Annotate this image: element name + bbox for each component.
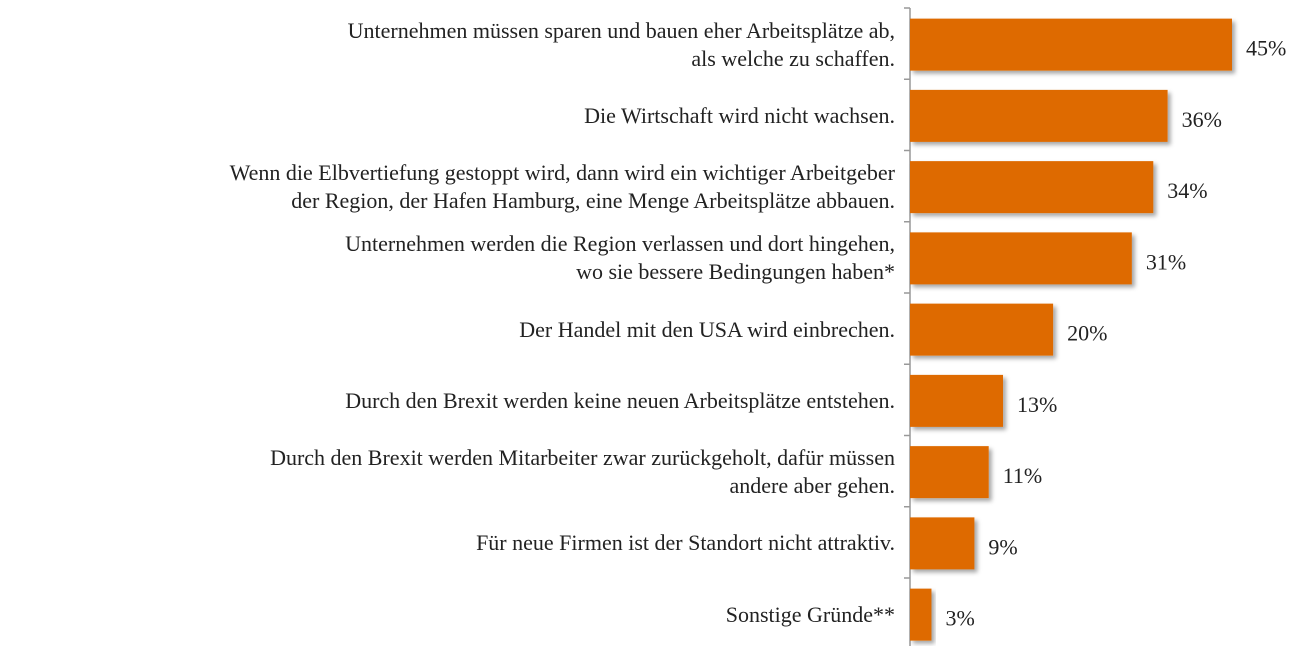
bar	[910, 161, 1154, 214]
value-label: 45%	[1246, 36, 1286, 61]
value-label: 20%	[1067, 321, 1107, 346]
bar	[910, 446, 989, 499]
category-label: Die Wirtschaft wird nicht wachsen.	[584, 102, 895, 128]
bar	[910, 18, 1232, 71]
category-label: Wenn die Elbvertiefung gestoppt wird, da…	[229, 160, 895, 214]
category-label: Unternehmen müssen sparen und bauen eher…	[347, 17, 895, 71]
bar	[910, 588, 932, 641]
category-label: Sonstige Gründe**	[725, 601, 895, 627]
category-label: Unternehmen werden die Region verlassen …	[345, 231, 895, 285]
category-label: Der Handel mit den USA wird einbrechen.	[519, 316, 895, 342]
bar	[910, 517, 975, 570]
value-label: 9%	[988, 534, 1017, 559]
value-label: 36%	[1182, 107, 1222, 132]
bar	[910, 303, 1054, 356]
category-label: Durch den Brexit werden Mitarbeiter zwar…	[270, 445, 895, 499]
category-label: Für neue Firmen ist der Standort nicht a…	[476, 530, 895, 556]
value-label: 11%	[1003, 463, 1043, 488]
category-label: Durch den Brexit werden keine neuen Arbe…	[345, 387, 895, 413]
value-label: 3%	[945, 606, 974, 631]
value-label: 31%	[1146, 249, 1186, 274]
bar	[910, 374, 1004, 427]
value-label: 34%	[1167, 178, 1207, 203]
bar	[910, 89, 1168, 142]
value-label: 13%	[1017, 392, 1057, 417]
bar	[910, 232, 1132, 285]
